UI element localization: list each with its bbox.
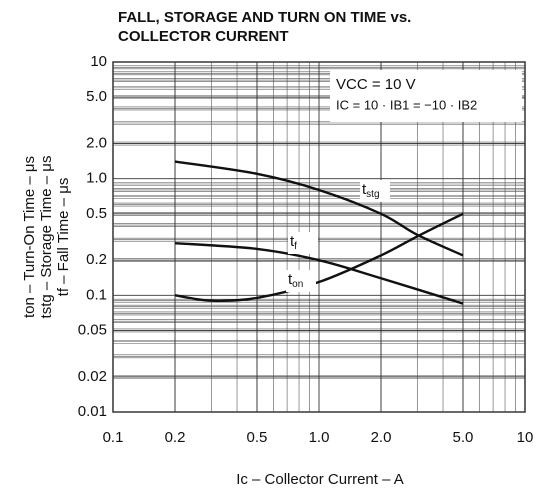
series-label: tstg — [362, 181, 380, 200]
y-axis-label: tf – Fall Time – μs — [55, 178, 72, 297]
y-axis-label: ton – Turn-On Time – μs — [21, 156, 38, 318]
curve — [174, 160, 464, 257]
y-tick-label: 2.0 — [86, 135, 107, 152]
series-label-sub: on — [292, 279, 303, 290]
x-tick-label: 0.2 — [165, 429, 186, 446]
annotation: VCC = 10 V — [336, 76, 416, 93]
y-tick-label: 1.0 — [86, 170, 107, 187]
x-tick-label: 2.0 — [371, 429, 392, 446]
chart-title: COLLECTOR CURRENT — [118, 28, 289, 45]
y-tick-label: 0.2 — [86, 251, 107, 268]
y-tick-label: 5.0 — [86, 88, 107, 105]
x-axis-label: Ic – Collector Current – A — [236, 471, 404, 488]
series-label-bg — [288, 232, 318, 254]
x-tick-label: 0.1 — [103, 429, 124, 446]
annotation: IC = 10 · IB1 = −10 · IB2 — [336, 97, 477, 112]
x-tick-label: 0.5 — [247, 429, 268, 446]
series-label-main: t — [290, 233, 295, 250]
y-axis-label-group: ton – Turn-On Time – μs tstg – Storage T… — [21, 156, 72, 319]
curve — [174, 212, 464, 303]
y-axis-label: tstg – Storage Time – μs — [38, 156, 55, 319]
series-label: tf — [290, 233, 297, 252]
series-label-main: t — [362, 181, 367, 198]
annotation-box — [330, 70, 522, 122]
x-tick-label: 10 — [517, 429, 534, 446]
y-tick-label: 0.05 — [78, 321, 107, 338]
series-label-sub: f — [294, 241, 297, 252]
series-label-main: t — [288, 271, 293, 288]
series-label-sub: stg — [366, 189, 379, 200]
y-tick-label: 0.01 — [78, 403, 107, 420]
x-tick-label: 5.0 — [453, 429, 474, 446]
x-tick-label: 1.0 — [309, 429, 330, 446]
series-label-bg — [286, 270, 316, 292]
series-label-bg — [360, 180, 390, 202]
chart-title: FALL, STORAGE AND TURN ON TIME vs. — [118, 9, 411, 26]
curve — [174, 241, 464, 305]
y-tick-label: 0.5 — [86, 205, 107, 222]
series-label: ton — [288, 271, 303, 290]
y-tick-label: 0.1 — [86, 286, 107, 303]
y-tick-label: 10 — [90, 53, 107, 70]
y-tick-label: 0.02 — [78, 368, 107, 385]
